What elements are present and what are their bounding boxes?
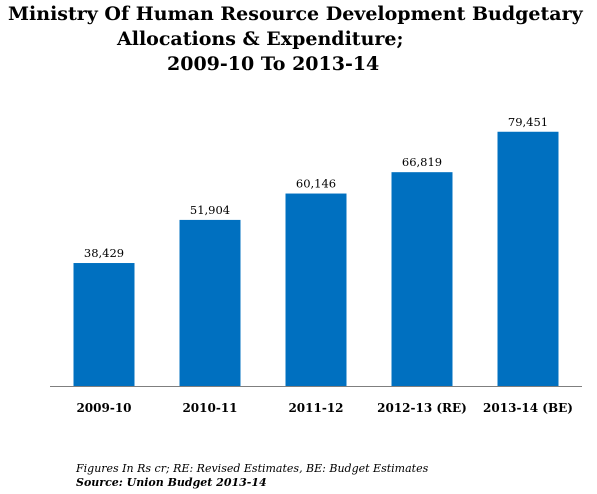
source-note: Source: Union Budget 2013-14 xyxy=(76,476,267,489)
chart-title-line-2: Allocations & Expenditure; xyxy=(117,28,404,50)
bar-2013-14 (BE) xyxy=(497,131,559,386)
data-label: 38,429 xyxy=(84,246,124,260)
x-tick-label: 2010-11 xyxy=(182,401,237,415)
data-label: 66,819 xyxy=(402,155,442,169)
data-label: 79,451 xyxy=(508,115,548,129)
chart-title-line-1: Ministry Of Human Resource Development B… xyxy=(8,3,583,25)
x-tick-label: 2009-10 xyxy=(76,401,131,415)
bar-2011-12 xyxy=(285,193,347,386)
chart-title-line-3: 2009-10 To 2013-14 xyxy=(167,53,380,75)
data-label: 60,146 xyxy=(296,177,336,191)
data-label: 51,904 xyxy=(190,203,230,217)
bar-2012-13 (RE) xyxy=(391,172,453,386)
footnote: Figures In Rs cr; RE: Revised Estimates,… xyxy=(76,462,429,475)
x-tick-label: 2012-13 (RE) xyxy=(377,401,467,415)
x-tick-label: 2013-14 (BE) xyxy=(483,401,573,415)
bar-2010-11 xyxy=(179,219,241,386)
bar-2009-10 xyxy=(73,263,135,386)
x-tick-label: 2011-12 xyxy=(288,401,343,415)
